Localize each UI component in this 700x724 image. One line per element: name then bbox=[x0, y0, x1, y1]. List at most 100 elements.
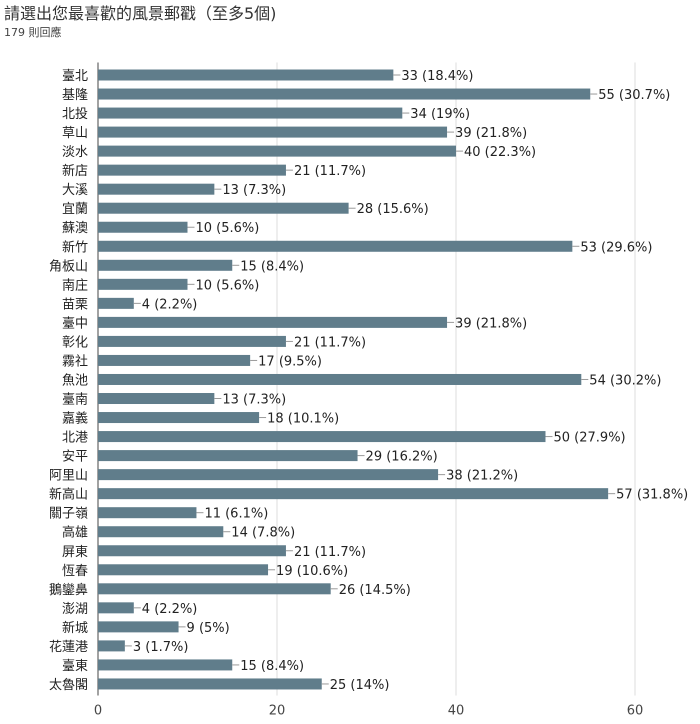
category-label: 大溪 bbox=[62, 183, 88, 198]
bar bbox=[98, 354, 251, 366]
category-label: 新竹 bbox=[62, 239, 88, 255]
bar bbox=[98, 145, 456, 157]
value-label: 15 (8.4%) bbox=[240, 659, 304, 674]
category-label: 關子嶺 bbox=[49, 507, 88, 522]
value-label: 10 (5.6%) bbox=[196, 221, 260, 236]
value-label: 15 (8.4%) bbox=[240, 259, 304, 274]
bar bbox=[98, 640, 125, 652]
value-label: 25 (14%) bbox=[330, 678, 390, 693]
value-label: 14 (7.8%) bbox=[231, 526, 295, 541]
category-label: 安平 bbox=[62, 450, 88, 465]
value-label: 50 (27.9%) bbox=[554, 431, 626, 446]
value-label: 28 (15.6%) bbox=[357, 202, 429, 217]
bars bbox=[98, 69, 616, 690]
category-label: 新高山 bbox=[49, 487, 88, 503]
value-label: 34 (19%) bbox=[410, 107, 470, 122]
bar bbox=[98, 164, 286, 176]
bar bbox=[98, 412, 260, 424]
category-label: 新城 bbox=[62, 620, 88, 636]
value-label: 21 (11.7%) bbox=[294, 545, 366, 560]
value-label: 21 (11.7%) bbox=[294, 335, 366, 350]
bar bbox=[98, 373, 582, 385]
category-label: 彰化 bbox=[62, 334, 88, 350]
category-label: 北投 bbox=[62, 106, 88, 122]
value-label: 38 (21.2%) bbox=[446, 469, 518, 484]
value-label: 19 (10.6%) bbox=[276, 564, 348, 579]
category-label: 恆春 bbox=[62, 564, 88, 579]
category-label: 太魯閣 bbox=[49, 678, 88, 693]
bar bbox=[98, 469, 439, 481]
x-tick-label: 0 bbox=[94, 703, 102, 718]
bar bbox=[98, 88, 591, 100]
bar bbox=[98, 259, 233, 271]
bar bbox=[98, 450, 358, 462]
bar bbox=[98, 316, 448, 328]
value-label: 3 (1.7%) bbox=[133, 640, 189, 655]
chart-title: 請選出您最喜歡的風景郵戳（至多5個) bbox=[4, 4, 277, 23]
bar bbox=[98, 564, 269, 576]
category-label: 高雄 bbox=[62, 525, 88, 541]
value-label: 13 (7.3%) bbox=[222, 183, 286, 198]
category-label: 花蓮港 bbox=[49, 639, 88, 655]
category-label: 臺南 bbox=[62, 392, 88, 408]
bar bbox=[98, 678, 322, 690]
category-label: 嘉義 bbox=[62, 411, 88, 427]
bar bbox=[98, 126, 448, 138]
category-label: 北港 bbox=[62, 431, 88, 446]
bar bbox=[98, 583, 331, 595]
value-label: 4 (2.2%) bbox=[142, 602, 198, 617]
category-label: 霧社 bbox=[62, 353, 88, 369]
category-label: 草山 bbox=[62, 126, 88, 141]
bar bbox=[98, 69, 394, 81]
category-label: 魚池 bbox=[62, 373, 88, 388]
bar bbox=[98, 202, 349, 214]
x-tick-label: 20 bbox=[269, 703, 286, 718]
value-label: 39 (21.8%) bbox=[455, 126, 527, 141]
bar bbox=[98, 545, 286, 557]
category-label: 屏東 bbox=[62, 544, 88, 560]
value-label: 57 (31.8%) bbox=[616, 488, 688, 503]
category-label: 基隆 bbox=[62, 88, 88, 103]
category-label: 新店 bbox=[62, 163, 88, 179]
x-tick-label: 60 bbox=[627, 703, 644, 718]
value-label: 53 (29.6%) bbox=[580, 240, 652, 255]
bar bbox=[98, 335, 286, 347]
bar bbox=[98, 507, 197, 519]
value-label: 9 (5%) bbox=[187, 621, 230, 636]
category-label: 宜蘭 bbox=[62, 201, 88, 217]
bar bbox=[98, 107, 403, 119]
value-label: 55 (30.7%) bbox=[598, 88, 670, 103]
category-label: 淡水 bbox=[62, 145, 88, 160]
bar bbox=[98, 393, 215, 405]
category-label: 苗栗 bbox=[62, 297, 88, 312]
value-label: 4 (2.2%) bbox=[142, 297, 198, 312]
bar bbox=[98, 278, 188, 290]
value-label: 21 (11.7%) bbox=[294, 164, 366, 179]
response-count: 179 則回應 bbox=[4, 26, 62, 39]
category-label: 臺東 bbox=[62, 658, 88, 674]
x-tick-label: 40 bbox=[448, 703, 465, 718]
value-label: 33 (18.4%) bbox=[401, 69, 473, 84]
category-label: 臺中 bbox=[62, 316, 88, 331]
value-label: 39 (21.8%) bbox=[455, 316, 527, 331]
value-label: 18 (10.1%) bbox=[267, 412, 339, 427]
bar bbox=[98, 431, 546, 443]
category-label: 臺北 bbox=[62, 69, 88, 84]
value-label: 10 (5.6%) bbox=[196, 278, 260, 293]
labels: 0 20 40 60 33 (18.4%) 臺北 55 (30.7%) 基隆 34 (19%) 北… bbox=[49, 69, 688, 718]
bar bbox=[98, 659, 233, 671]
bar bbox=[98, 621, 179, 633]
bar bbox=[98, 526, 224, 538]
category-label: 南庄 bbox=[62, 277, 88, 293]
bar bbox=[98, 183, 215, 195]
value-label: 17 (9.5%) bbox=[258, 354, 322, 369]
category-label: 澎湖 bbox=[62, 602, 88, 617]
value-label: 26 (14.5%) bbox=[339, 583, 411, 598]
bar bbox=[98, 297, 134, 309]
category-label: 蘇澳 bbox=[62, 220, 88, 236]
bar bbox=[98, 488, 609, 500]
value-label: 40 (22.3%) bbox=[464, 145, 536, 160]
category-label: 阿里山 bbox=[49, 469, 88, 484]
value-label: 11 (6.1%) bbox=[204, 507, 268, 522]
